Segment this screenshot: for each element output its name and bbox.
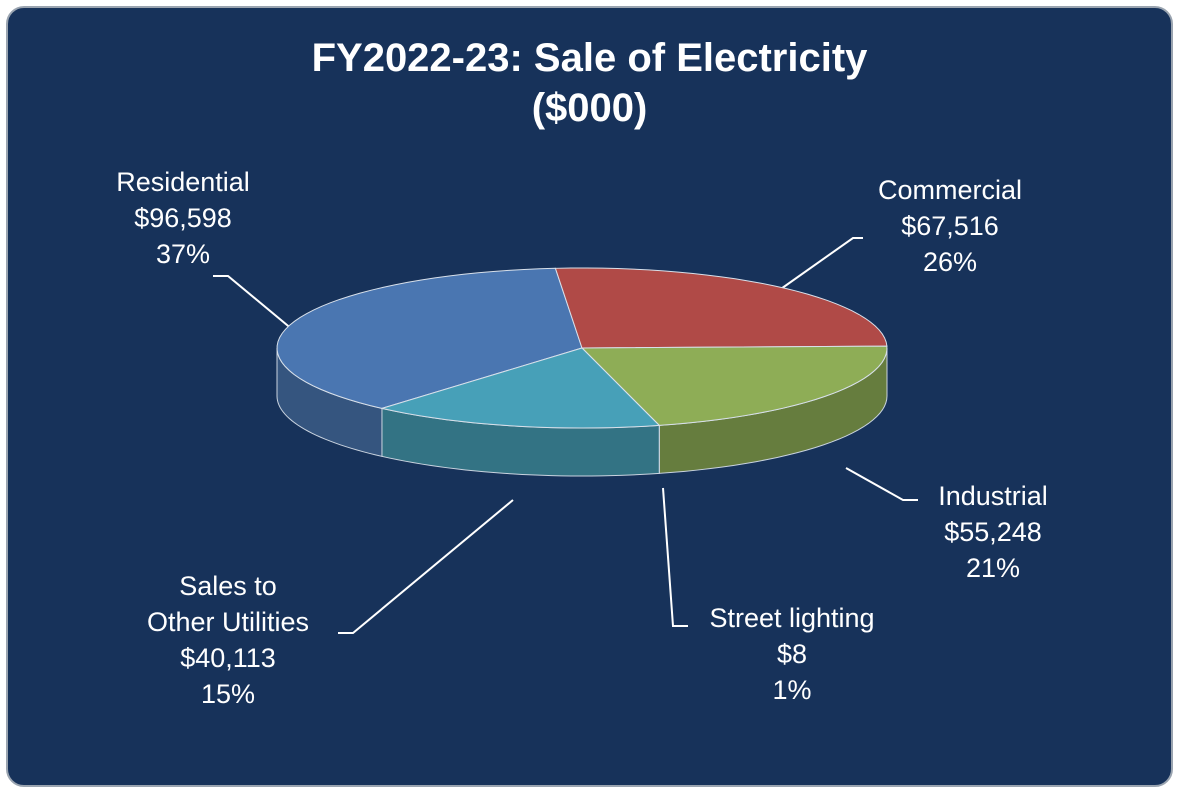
leader-line <box>777 237 863 292</box>
leader-line <box>213 275 294 331</box>
data-label: Industrial $55,248 21% <box>893 478 1093 586</box>
data-label: Street lighting $8 1% <box>672 600 912 708</box>
data-label: Sales to Other Utilities $40,113 15% <box>113 568 343 712</box>
chart: FY2022-23: Sale of Electricity ($000) Re… <box>6 6 1173 787</box>
percent-label: 37% <box>155 239 211 269</box>
pie-area <box>213 237 918 634</box>
percent-label: 26% <box>922 247 978 277</box>
value-label: $8 <box>776 639 808 669</box>
category-label: Commercial <box>877 175 1023 205</box>
category-label: Industrial <box>938 481 1048 511</box>
slice <box>580 345 888 426</box>
category-label: Street lighting <box>709 603 875 633</box>
chart-title: FY2022-23: Sale of Electricity <box>311 36 868 80</box>
chart-subtitle: ($000) <box>531 86 648 130</box>
category-label: Sales to Other Utilities <box>146 571 310 637</box>
slice <box>554 267 888 349</box>
slice <box>276 267 583 409</box>
data-label: Residential $96,598 37% <box>83 164 283 272</box>
value-label: $67,516 <box>901 211 999 241</box>
percent-label: 1% <box>772 675 812 705</box>
leader-line <box>845 467 918 501</box>
value-label: $40,113 <box>180 643 276 673</box>
data-label: Commercial $67,516 26% <box>850 172 1050 280</box>
value-label: $55,248 <box>944 517 1042 547</box>
slice <box>379 347 661 429</box>
value-label: $96,598 <box>134 203 232 233</box>
percent-label: 21% <box>965 553 1021 583</box>
leader-line <box>338 499 514 634</box>
percent-label: 15% <box>200 679 256 709</box>
leader-line <box>662 487 688 627</box>
category-label: Residential <box>116 167 250 197</box>
